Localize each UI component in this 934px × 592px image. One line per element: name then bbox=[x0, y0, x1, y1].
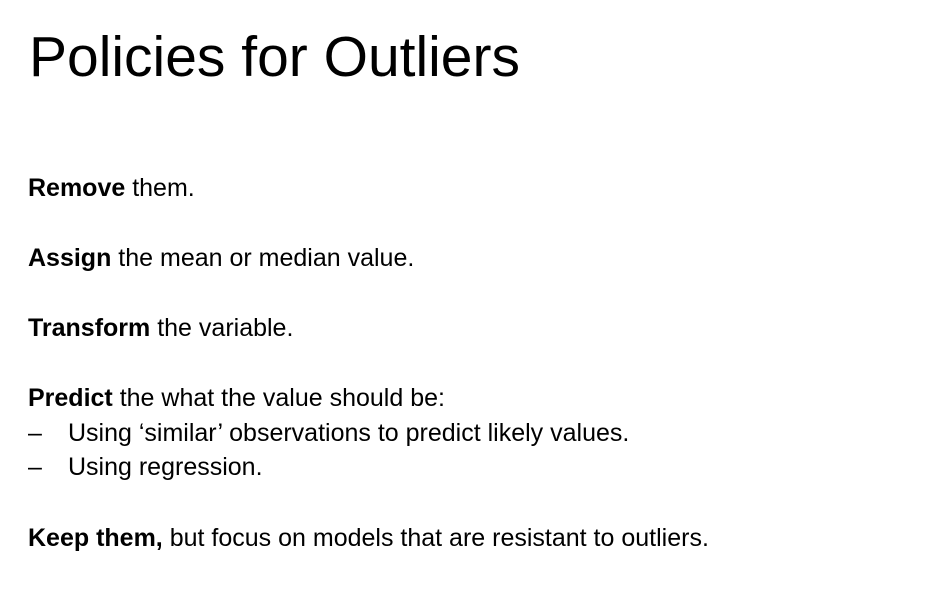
slide-title: Policies for Outliers bbox=[29, 25, 520, 89]
policy-keyword: Predict bbox=[28, 384, 113, 412]
policy-assign: Assign the mean or median value. bbox=[28, 241, 414, 275]
policy-keyword: Transform bbox=[28, 314, 151, 342]
list-item-text: Using ‘similar’ observations to predict … bbox=[68, 419, 630, 447]
predict-sub-list: – Using ‘similar’ observations to predict… bbox=[28, 416, 629, 484]
list-item: – Using ‘similar’ observations to predict… bbox=[28, 416, 629, 450]
policy-transform: Transform the variable. bbox=[28, 311, 293, 345]
list-item: – Using regression. bbox=[28, 450, 629, 484]
policy-keyword: Assign bbox=[28, 244, 112, 272]
policy-keep: Keep them, but focus on models that are … bbox=[28, 521, 709, 555]
policy-remove: Remove them. bbox=[28, 171, 195, 205]
policy-predict: Predict the what the value should be: bbox=[28, 381, 445, 415]
policy-text: the mean or median value. bbox=[111, 244, 415, 272]
policy-keyword: Keep them, bbox=[28, 524, 163, 552]
policy-keyword: Remove bbox=[28, 174, 126, 202]
bullet-dash: – bbox=[28, 419, 42, 447]
bullet-dash: – bbox=[28, 453, 42, 481]
policy-text: the variable. bbox=[150, 314, 294, 342]
policy-text: them. bbox=[125, 174, 195, 202]
policy-text: the what the value should be: bbox=[112, 384, 445, 412]
policy-text: but focus on models that are resistant t… bbox=[162, 524, 709, 552]
list-item-text: Using regression. bbox=[68, 453, 263, 481]
